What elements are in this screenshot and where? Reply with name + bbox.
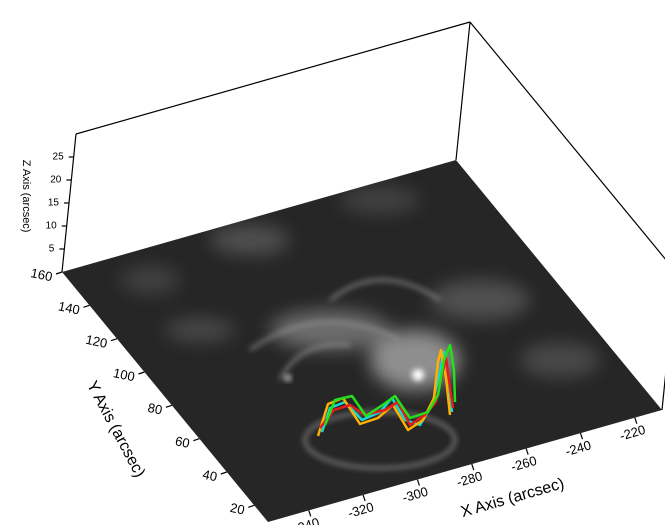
z-tick-label: 20 xyxy=(50,175,62,186)
x-tick-label: -340 xyxy=(292,515,321,525)
y-tick xyxy=(193,439,199,441)
z-tick-label: 5 xyxy=(49,244,55,255)
y-axis-title: Y Axis (arcsec) xyxy=(83,378,148,480)
y-tick-label: 40 xyxy=(201,467,218,485)
chart: -340-320-300-280-260-240-220204060801001… xyxy=(0,0,665,525)
x-tick-label: -300 xyxy=(401,484,430,506)
y-tick xyxy=(138,372,144,374)
box-edge xyxy=(76,22,470,134)
y-tick xyxy=(248,505,254,507)
box-edge xyxy=(456,22,470,160)
y-tick xyxy=(166,405,172,407)
y-tick-label: 20 xyxy=(229,500,246,518)
y-tick xyxy=(111,339,117,341)
y-tick-label: 60 xyxy=(174,433,191,451)
x-tick-label: -320 xyxy=(346,499,375,521)
y-tick xyxy=(56,272,62,274)
x-tick-label: -280 xyxy=(455,468,484,490)
y-tick xyxy=(221,472,227,474)
y-tick xyxy=(83,305,89,307)
z-tick-label: 15 xyxy=(48,198,60,209)
x-tick-label: -240 xyxy=(564,437,593,459)
y-tick-label: 120 xyxy=(84,332,108,351)
y-tick-label: 160 xyxy=(29,265,53,284)
y-tick-label: 80 xyxy=(146,400,163,418)
y-tick-label: 140 xyxy=(57,298,81,317)
y-tick-label: 100 xyxy=(112,365,136,384)
z-axis-title: Z Axis (arcsec) xyxy=(20,160,32,233)
z-tick-label: 10 xyxy=(46,221,58,232)
x-tick-label: -260 xyxy=(509,453,538,475)
z-tick-label: 25 xyxy=(53,152,65,163)
x-tick-label: -220 xyxy=(618,422,647,444)
